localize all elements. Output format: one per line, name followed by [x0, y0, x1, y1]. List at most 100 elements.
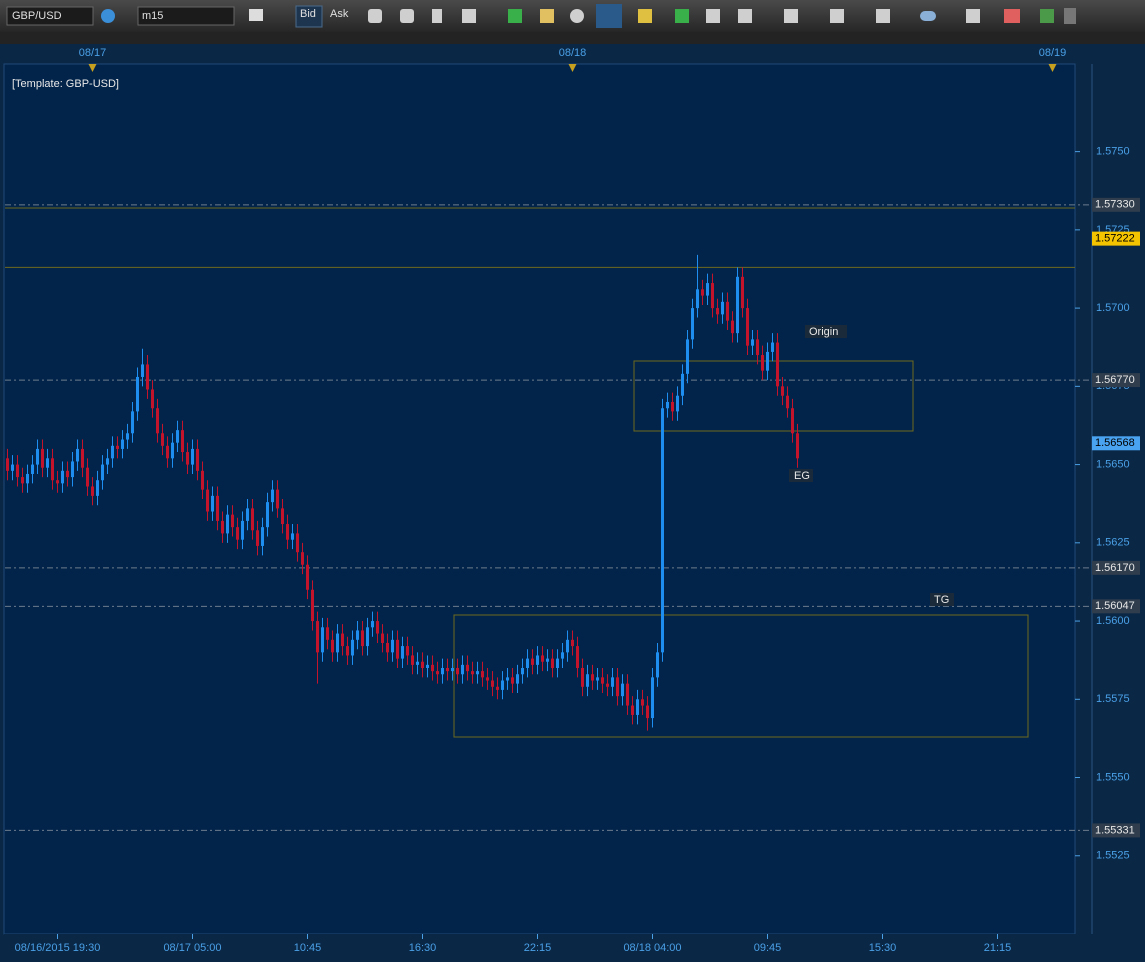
candle-body — [566, 639, 569, 653]
candle-body — [696, 289, 699, 309]
tool-icon[interactable] — [830, 9, 844, 23]
tool-icon[interactable] — [596, 4, 622, 28]
candle-body — [321, 627, 324, 653]
candle-body — [516, 674, 519, 684]
candle-body — [371, 621, 374, 628]
candle-body — [166, 445, 169, 459]
candle-body — [546, 658, 549, 662]
bid: Bid — [300, 8, 316, 20]
candle-body — [576, 646, 579, 668]
tool-icon[interactable] — [1064, 8, 1076, 24]
x-tick-label: 08/18 04:00 — [623, 942, 681, 954]
candle-body — [626, 683, 629, 706]
candle-body — [391, 639, 394, 653]
tool-icon[interactable] — [706, 9, 720, 23]
separator — [0, 32, 1145, 44]
candle-body — [36, 448, 39, 465]
candle-body — [736, 276, 739, 334]
y-tick-label: 1.5550 — [1096, 771, 1130, 783]
candle-body — [276, 489, 279, 509]
tool-icon[interactable] — [400, 9, 414, 23]
tool-icon[interactable] — [638, 9, 652, 23]
candle-body — [251, 508, 254, 531]
candle-body — [411, 655, 414, 665]
candle-body — [361, 630, 364, 647]
zone-box — [453, 614, 1029, 738]
candle-body — [201, 470, 204, 490]
candle-body — [496, 686, 499, 690]
candle-body — [131, 411, 134, 434]
candle-body — [426, 664, 429, 668]
candle-body — [106, 458, 109, 465]
tool-icon[interactable] — [920, 11, 936, 21]
candle-body — [336, 633, 339, 653]
date-marker — [1048, 64, 1057, 72]
x-tick-label: 22:15 — [524, 942, 552, 954]
candle-body — [206, 489, 209, 512]
y-tick-label: 1.5525 — [1096, 850, 1130, 862]
tool-icon[interactable] — [784, 9, 798, 23]
zone-box — [633, 360, 914, 432]
symbol-select[interactable] — [6, 6, 94, 26]
candle-body — [171, 442, 174, 459]
candle-body — [711, 283, 714, 309]
y-tick-label: 1.5650 — [1096, 458, 1130, 470]
symbol: GBP/USD — [12, 10, 62, 22]
plot-area — [3, 63, 1076, 935]
tool-icon[interactable] — [432, 9, 442, 23]
candle-body — [76, 448, 79, 462]
annotation-bg — [930, 593, 954, 606]
candle-body — [286, 524, 289, 540]
candle-body — [766, 351, 769, 371]
timeframe: m15 — [142, 10, 163, 22]
date-label: 08/17 — [79, 47, 107, 59]
timeframe-select[interactable] — [137, 6, 235, 26]
tool-icon[interactable] — [540, 9, 554, 23]
chart-title: [Template: GBP-USD] — [12, 78, 119, 90]
level-label-bg — [1092, 373, 1140, 388]
candle-body — [531, 658, 534, 665]
candle-body — [311, 589, 314, 622]
globe-icon[interactable] — [101, 9, 115, 23]
tool-icon[interactable] — [508, 9, 522, 23]
tool-icon[interactable] — [1040, 9, 1054, 23]
bid-button[interactable] — [295, 5, 323, 28]
x-tick-label: 16:30 — [409, 942, 437, 954]
tool-icon[interactable] — [462, 9, 476, 23]
candle-body — [121, 439, 124, 449]
candle-body — [611, 677, 614, 687]
candle-body — [421, 661, 424, 668]
x-tick-label: 09:45 — [754, 942, 782, 954]
candle-body — [796, 433, 799, 459]
level-label-bg — [1092, 436, 1140, 451]
tool-icon[interactable] — [1004, 9, 1020, 23]
x-tick-label: 10:45 — [294, 942, 322, 954]
tool-icon[interactable] — [738, 9, 752, 23]
tool-icon[interactable] — [876, 9, 890, 23]
candle-body — [491, 680, 494, 687]
ask: Ask — [330, 8, 349, 20]
level-label: 1.56047 — [1095, 600, 1135, 612]
x-tick-label: 08/16/2015 19:30 — [15, 942, 101, 954]
candle-body — [341, 633, 344, 647]
candle-body — [281, 508, 284, 525]
candle-body — [26, 473, 29, 484]
tool-icon[interactable] — [570, 9, 584, 23]
candle-body — [236, 527, 239, 540]
candle-body — [21, 477, 24, 484]
tool-icon[interactable] — [675, 9, 689, 23]
candle-body — [431, 664, 434, 672]
tool-icon[interactable] — [368, 9, 382, 23]
tool-icon[interactable] — [966, 9, 980, 23]
candle-body — [596, 677, 599, 681]
candle-body — [521, 667, 524, 675]
candle-body — [246, 508, 249, 521]
tool-icons — [368, 4, 1076, 28]
candle-body — [551, 658, 554, 668]
candle-body — [756, 339, 759, 356]
chart-type-icon[interactable] — [249, 9, 263, 21]
candle-body — [676, 395, 679, 412]
candle-body — [291, 533, 294, 540]
candle-body — [706, 283, 709, 296]
candle-body — [511, 677, 514, 684]
